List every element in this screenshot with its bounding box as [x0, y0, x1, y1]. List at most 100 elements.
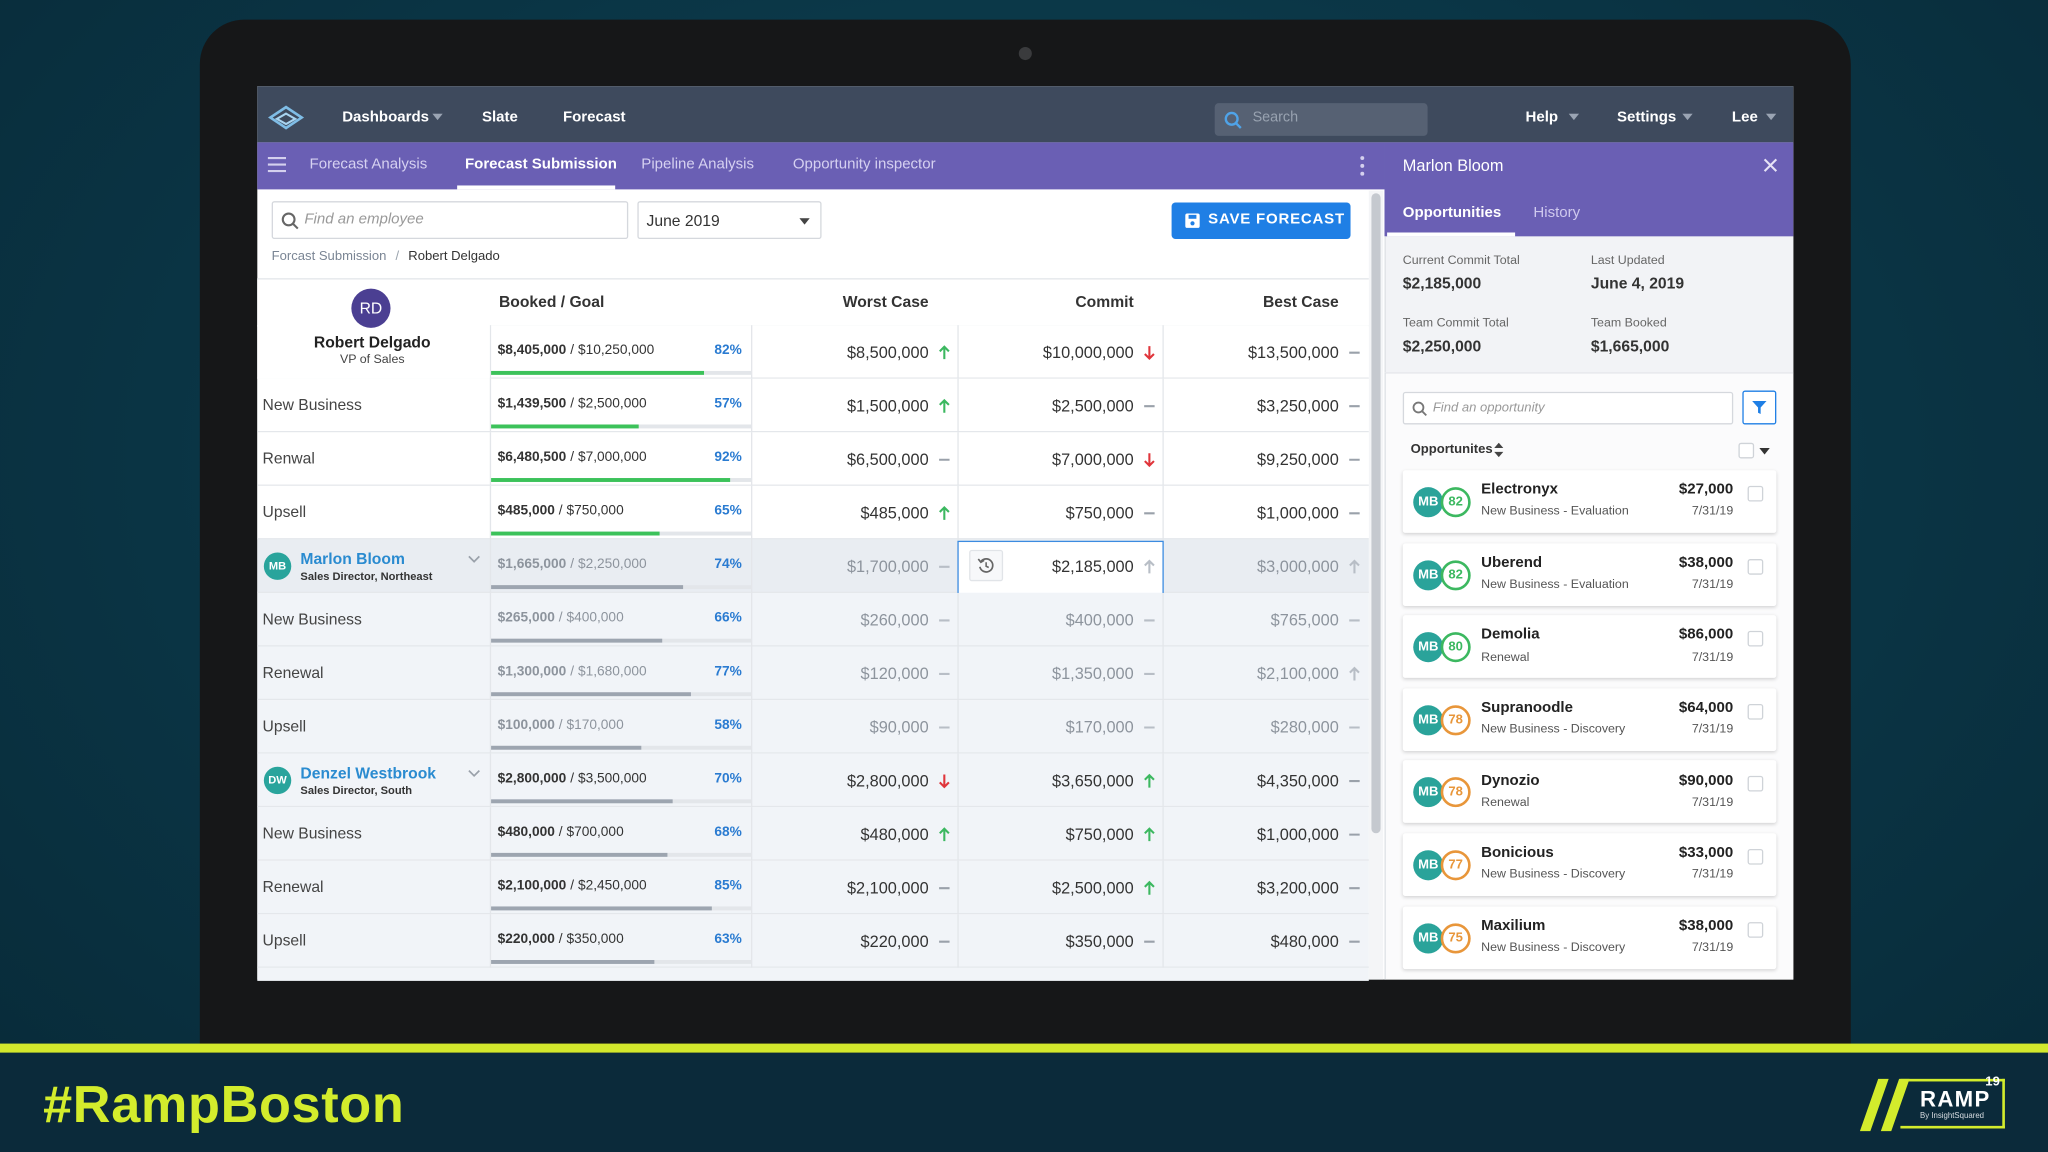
best-value: $765,000	[1270, 610, 1339, 629]
scrollbar-thumb[interactable]	[1371, 193, 1381, 834]
column-divider	[957, 378, 959, 433]
percent: 58%	[714, 716, 742, 733]
stat-value: $2,250,000	[1402, 336, 1482, 355]
caret-svg	[1568, 113, 1580, 121]
nav-item[interactable]: Dashboards	[342, 109, 430, 126]
tab[interactable]: Forecast Analysis	[309, 156, 428, 173]
column-divider	[489, 914, 492, 968]
trend-flat	[1348, 398, 1361, 414]
column-divider	[1162, 592, 1164, 647]
select-all-checkbox[interactable]	[1738, 442, 1755, 459]
progress-bar	[491, 906, 713, 911]
trend-flat	[1143, 398, 1156, 414]
trend-flat	[1348, 720, 1361, 736]
tab[interactable]: Forecast Submission	[464, 156, 617, 173]
caret	[1682, 113, 1693, 121]
trend-flat	[1348, 880, 1361, 896]
progress-bar	[491, 370, 705, 375]
breadcrumb-item[interactable]: Forcast Submission	[271, 249, 387, 264]
separator: /	[570, 556, 575, 573]
column-divider	[751, 539, 753, 593]
save-button[interactable]	[1171, 202, 1351, 240]
table-row[interactable]	[257, 539, 1369, 593]
panel-tab[interactable]: History	[1533, 205, 1581, 221]
month-select[interactable]	[637, 201, 822, 240]
column-divider	[957, 325, 959, 379]
nav-item[interactable]: Lee	[1731, 109, 1758, 126]
opportunity-date: 7/31/19	[1691, 504, 1734, 519]
table-row[interactable]	[257, 646, 1369, 701]
table-row[interactable]	[257, 807, 1369, 861]
commit-value: $3,650,000	[1051, 771, 1134, 790]
progress-bar	[491, 799, 674, 804]
table-row[interactable]	[257, 485, 1369, 540]
goal-value: $1,680,000	[577, 663, 647, 680]
separator: /	[558, 931, 563, 947]
opportunity-checkbox[interactable]	[1747, 848, 1764, 865]
history-button[interactable]	[969, 549, 1004, 582]
opportunity-search[interactable]	[1402, 391, 1734, 425]
table-row[interactable]	[257, 700, 1369, 754]
sort-icon-svg	[1494, 442, 1504, 458]
trend-flat	[938, 452, 951, 468]
trend-up-svg	[939, 345, 950, 360]
hashtag: #RampBoston	[43, 1076, 405, 1134]
tab[interactable]: Opportunity inspector	[792, 156, 936, 173]
row-chevron	[468, 769, 481, 778]
row-label: New Business	[262, 823, 362, 843]
opportunity-checkbox[interactable]	[1747, 921, 1764, 938]
filter-icon	[1752, 400, 1768, 416]
trend-flat	[938, 559, 951, 575]
progress-bar	[491, 531, 661, 536]
percent: 74%	[714, 555, 742, 572]
booked-goal: $265,000/$400,000	[498, 610, 624, 626]
table-row[interactable]	[257, 753, 1369, 808]
trend-up	[1143, 559, 1156, 575]
opportunity-checkbox[interactable]	[1747, 558, 1764, 575]
avatar: RD	[351, 288, 391, 328]
separator: /	[570, 663, 575, 680]
search-box[interactable]	[1214, 103, 1428, 136]
nav-item[interactable]: Forecast	[562, 109, 626, 126]
separator: /	[558, 824, 563, 840]
column-header: Best Case	[1262, 292, 1339, 311]
trend-flat	[1143, 720, 1156, 736]
employee-name[interactable]: Denzel Westbrook	[300, 763, 436, 783]
stat-label: Current Commit Total	[1402, 253, 1520, 269]
list-label[interactable]: Opportunites	[1410, 442, 1493, 458]
stat-label: Team Booked	[1590, 316, 1667, 331]
column-divider	[489, 325, 492, 379]
employee-search[interactable]	[271, 201, 629, 240]
table-row[interactable]	[257, 432, 1369, 486]
nav-item[interactable]: Slate	[481, 109, 518, 126]
employee-name[interactable]: Marlon Bloom	[300, 549, 405, 568]
column-divider	[489, 700, 492, 754]
save-label[interactable]: SAVE FORECAST	[1208, 211, 1345, 228]
trend-up	[1143, 827, 1156, 843]
separator: /	[570, 342, 575, 358]
opportunity-checkbox[interactable]	[1747, 485, 1764, 502]
worst-value: $485,000	[860, 503, 929, 522]
row-chevron-svg	[468, 555, 480, 563]
opportunity-checkbox[interactable]	[1747, 776, 1764, 793]
opportunity-checkbox[interactable]	[1747, 703, 1764, 720]
opportunity-checkbox[interactable]	[1747, 631, 1764, 647]
opportunity-stage: Renewal	[1481, 795, 1530, 810]
row-label: Upsell	[262, 502, 307, 521]
nav-item[interactable]: Settings	[1616, 109, 1677, 126]
ramp-slashes-svg	[1859, 1078, 1910, 1132]
table-row[interactable]	[257, 378, 1369, 433]
panel-tab[interactable]: Opportunities	[1402, 205, 1502, 221]
table-row[interactable]	[257, 592, 1369, 647]
filter-icon-svg	[1752, 400, 1767, 415]
owner-avatar: MB	[1413, 705, 1444, 736]
percent: 68%	[714, 823, 742, 840]
row-chevron	[468, 555, 481, 563]
table-row[interactable]	[257, 914, 1369, 968]
tab[interactable]: Pipeline Analysis	[641, 156, 755, 173]
table-row[interactable]	[257, 860, 1369, 915]
owner-avatar: MB	[1413, 922, 1444, 953]
employee-title: VP of Sales	[339, 352, 405, 368]
column-divider	[957, 592, 959, 647]
nav-item[interactable]: Help	[1525, 109, 1559, 126]
